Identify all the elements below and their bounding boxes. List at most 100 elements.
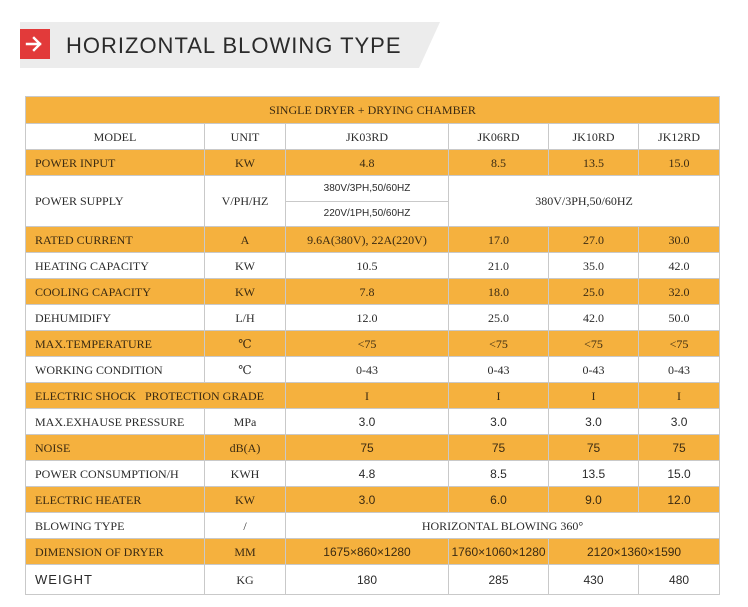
section-header: HORIZONTAL BLOWING TYPE (20, 22, 440, 68)
table-row: POWER INPUT KW 4.8 8.5 13.5 15.0 (25, 149, 721, 176)
value-cell: 285 (448, 564, 549, 595)
value-cell: 480 (637, 564, 721, 595)
value-cell: 27.0 (548, 226, 639, 253)
value-cell: 50.0 (637, 304, 721, 331)
param-label: ELECTRIC HEATER (25, 486, 205, 513)
param-label: HEATING CAPACITY (25, 252, 205, 279)
value-cell: I (637, 382, 721, 409)
value-cell: <75 (448, 330, 549, 357)
unit-cell: KW (204, 149, 286, 176)
param-label: POWER INPUT (25, 149, 205, 176)
value-cell: 42.0 (548, 304, 639, 331)
param-label: DIMENSION OF DRYER (25, 538, 205, 565)
value-cell: <75 (637, 330, 721, 357)
table-row: COOLING CAPACITY KW 7.8 18.0 25.0 32.0 (25, 278, 721, 305)
value-cell: 4.8 (285, 149, 449, 176)
header-jk03rd: JK03RD (285, 123, 449, 150)
value-cell: 4.8 (285, 460, 449, 487)
value-cell: 75 (285, 434, 449, 461)
header-unit: UNIT (204, 123, 286, 150)
value-cell: 75 (448, 434, 549, 461)
param-label: POWER SUPPLY (25, 175, 205, 227)
spec-table: SINGLE DRYER + DRYING CHAMBER MODEL UNIT… (24, 96, 721, 595)
table-row: RATED CURRENT A 9.6A(380V), 22A(220V) 17… (25, 226, 721, 253)
arrow-right-icon (20, 29, 50, 59)
param-label: DEHUMIDIFY (25, 304, 205, 331)
value-cell: 1675×860×1280 (285, 538, 449, 565)
header-jk10rd: JK10RD (548, 123, 639, 150)
table-row: WEIGHT KG 180 285 430 480 (25, 564, 721, 595)
value-cell: 0-43 (448, 356, 549, 383)
table-row: DEHUMIDIFY L/H 12.0 25.0 42.0 50.0 (25, 304, 721, 331)
value-cell: 0-43 (548, 356, 639, 383)
value-cell: 6.0 (448, 486, 549, 513)
table-header-row: MODEL UNIT JK03RD JK06RD JK10RD JK12RD (25, 123, 721, 150)
unit-cell: ℃ (204, 330, 286, 357)
value-cell: 3.0 (548, 408, 639, 435)
value-cell: 1760×1060×1280 (448, 538, 549, 565)
power-supply-jk03rd: 380V/3PH,50/60HZ 220V/1PH,50/60HZ (285, 175, 449, 227)
value-cell: 15.0 (637, 149, 721, 176)
unit-cell: L/H (204, 304, 286, 331)
unit-cell: / (204, 512, 286, 539)
value-cell: 35.0 (548, 252, 639, 279)
page-title: HORIZONTAL BLOWING TYPE (66, 33, 402, 58)
value-cell: 12.0 (285, 304, 449, 331)
value-cell: 380V/3PH,50/60HZ (447, 175, 721, 227)
value-cell: 30.0 (637, 226, 721, 253)
value-cell: 9.0 (548, 486, 639, 513)
unit-cell: A (204, 226, 286, 253)
value-cell: 9.6A(380V), 22A(220V) (285, 226, 449, 253)
param-label: POWER CONSUMPTION/H (25, 460, 205, 487)
table-row: ELECTRIC SHOCK PROTECTION GRADE I I I I (25, 382, 721, 409)
table-row: ELECTRIC HEATER KW 3.0 6.0 9.0 12.0 (25, 486, 721, 513)
value-cell: <75 (285, 330, 449, 357)
value-cell: 0-43 (285, 356, 449, 383)
unit-cell: KWH (204, 460, 286, 487)
table-row: MAX.TEMPERATURE ℃ <75 <75 <75 <75 (25, 330, 721, 357)
table-row: NOISE dB(A) 75 75 75 75 (25, 434, 721, 461)
value-cell: 15.0 (637, 460, 721, 487)
unit-cell: MM (204, 538, 286, 565)
value-cell: 13.5 (548, 460, 639, 487)
value-cell: 3.0 (285, 486, 449, 513)
header-jk06rd: JK06RD (448, 123, 549, 150)
value-cell: <75 (548, 330, 639, 357)
value-cell: 13.5 (548, 149, 639, 176)
param-label: RATED CURRENT (25, 226, 205, 253)
value-cell: 0-43 (637, 356, 721, 383)
value-cell: 380V/3PH,50/60HZ (323, 182, 411, 194)
unit-cell: KW (204, 278, 286, 305)
value-cell: 25.0 (448, 304, 549, 331)
value-cell: 10.5 (285, 252, 449, 279)
value-cell: 3.0 (637, 408, 721, 435)
unit-cell: KW (204, 486, 286, 513)
value-cell: 12.0 (637, 486, 721, 513)
value-cell: I (548, 382, 639, 409)
unit-cell: KG (204, 564, 286, 595)
value-cell: 42.0 (637, 252, 721, 279)
unit-cell: ℃ (204, 356, 286, 383)
table-title: SINGLE DRYER + DRYING CHAMBER (24, 96, 721, 124)
unit-cell: V/PH/HZ (204, 175, 286, 227)
value-cell: 3.0 (285, 408, 449, 435)
value-cell: 220V/1PH,50/60HZ (323, 207, 411, 219)
value-cell: 7.8 (285, 278, 449, 305)
value-cell: 3.0 (448, 408, 549, 435)
param-label: ELECTRIC SHOCK PROTECTION GRADE (25, 382, 286, 409)
value-cell: 17.0 (448, 226, 549, 253)
value-cell: 25.0 (548, 278, 639, 305)
value-cell: 8.5 (448, 460, 549, 487)
param-label: MAX.EXHAUSE PRESSURE (25, 408, 205, 435)
table-row: BLOWING TYPE / HORIZONTAL BLOWING 360° (25, 512, 721, 539)
param-label: BLOWING TYPE (25, 512, 205, 539)
table-row: POWER SUPPLY V/PH/HZ 380V/3PH,50/60HZ 22… (25, 175, 721, 227)
header-jk12rd: JK12RD (637, 123, 721, 150)
value-cell: 21.0 (448, 252, 549, 279)
table-row: POWER CONSUMPTION/H KWH 4.8 8.5 13.5 15.… (25, 460, 721, 487)
value-cell: 75 (637, 434, 721, 461)
table-title-row: SINGLE DRYER + DRYING CHAMBER (24, 96, 721, 124)
table-row: HEATING CAPACITY KW 10.5 21.0 35.0 42.0 (25, 252, 721, 279)
param-label: COOLING CAPACITY (25, 278, 205, 305)
value-cell: 180 (285, 564, 449, 595)
